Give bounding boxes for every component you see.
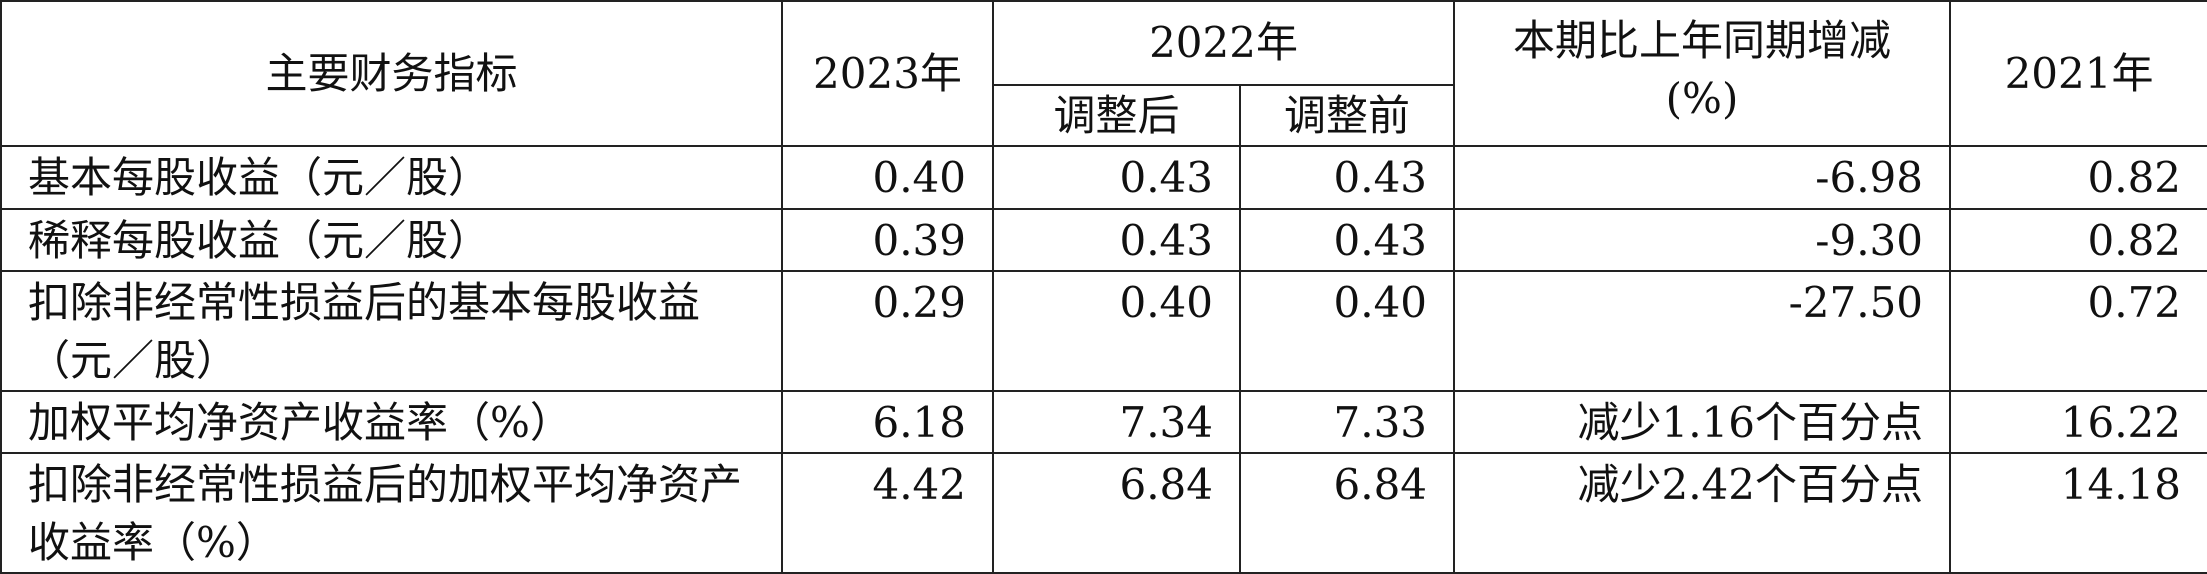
- cell-value: 0.43: [1238, 145, 1456, 210]
- cell-value: 0.43: [992, 208, 1241, 272]
- cell-value: -9.30: [1453, 208, 1952, 272]
- cell-value: 0.82: [1949, 208, 2207, 272]
- header-line: (%): [1665, 74, 1739, 123]
- cell-value: 0.72: [1949, 270, 2207, 392]
- cell-value: 减少1.16个百分点: [1453, 390, 1952, 454]
- cell-value: 6.84: [992, 452, 1241, 574]
- cell-value: 0.43: [1238, 208, 1456, 272]
- cell-value: 0.29: [781, 270, 994, 392]
- header-cell: 2022年: [991, 0, 1456, 86]
- table-body: 基本每股收益（元／股） 0.40 0.43 0.43 -6.98 0.82 稀释每股收益（元…: [0, 145, 2207, 574]
- cell-value: 0.82: [1949, 145, 2207, 210]
- header-cell: 调整后: [992, 84, 1241, 147]
- row-label: 扣除非经常性损益后的加权平均净资产收益率（%）: [0, 452, 783, 574]
- header-cell: 2021年: [1949, 0, 2207, 147]
- row-label: 扣除非经常性损益后的基本每股收益（元／股）: [0, 270, 783, 392]
- cell-value: 14.18: [1949, 452, 2207, 574]
- cell-value: 4.42: [781, 452, 994, 574]
- cell-value: 7.34: [992, 390, 1241, 454]
- header-cell: 本期比上年同期增减 (%): [1453, 0, 1952, 147]
- table-row: 加权平均净资产收益率（%） 6.18 7.34 7.33 减少1.16个百分点 16.22: [0, 390, 2207, 454]
- header-cell: 主要财务指标: [0, 0, 783, 147]
- cell-value: 16.22: [1949, 390, 2207, 454]
- header-cell: 调整前: [1238, 84, 1456, 147]
- row-label: 稀释每股收益（元／股）: [0, 208, 783, 272]
- header-line: 本期比上年同期增减: [1513, 16, 1892, 65]
- table-row: 基本每股收益（元／股） 0.40 0.43 0.43 -6.98 0.82: [0, 145, 2207, 210]
- row-label: 基本每股收益（元／股）: [0, 145, 783, 210]
- cell-value: -27.50: [1453, 270, 1952, 392]
- cell-value: 0.40: [1238, 270, 1456, 392]
- cell-value: 6.18: [781, 390, 994, 454]
- table-row: 扣除非经常性损益后的加权平均净资产收益率（%） 4.42 6.84 6.84 减少2.4…: [0, 452, 2207, 574]
- cell-value: 0.40: [992, 270, 1241, 392]
- cell-value: -6.98: [1453, 145, 1952, 210]
- cell-value: 7.33: [1238, 390, 1456, 454]
- cell-value: 减少2.42个百分点: [1453, 452, 1952, 574]
- cell-value: 0.39: [781, 208, 994, 272]
- table-row: 稀释每股收益（元／股） 0.39 0.43 0.43 -9.30 0.82: [0, 208, 2207, 272]
- cell-value: 6.84: [1238, 452, 1456, 574]
- row-label: 加权平均净资产收益率（%）: [0, 390, 783, 454]
- header-cell: 2023年: [781, 0, 994, 147]
- cell-value: 0.40: [781, 145, 994, 210]
- cell-value: 0.43: [992, 145, 1241, 210]
- table-row: 扣除非经常性损益后的基本每股收益（元／股） 0.29 0.40 0.40 -27.50 0…: [0, 270, 2207, 392]
